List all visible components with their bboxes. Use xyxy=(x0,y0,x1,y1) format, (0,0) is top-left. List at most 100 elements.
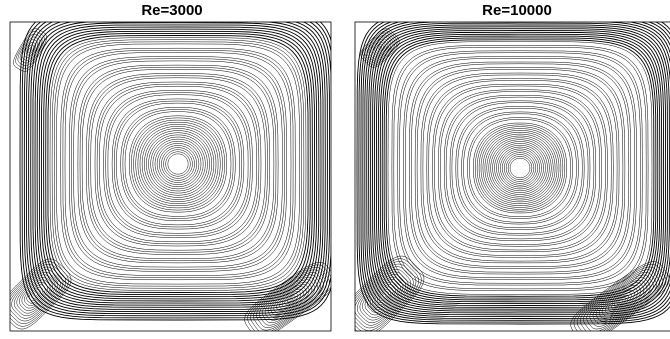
streamline xyxy=(154,140,202,188)
streamline xyxy=(34,22,322,306)
streamline xyxy=(376,44,384,52)
streamline xyxy=(383,37,657,299)
streamline xyxy=(116,102,240,226)
streamline xyxy=(507,156,533,180)
streamline xyxy=(455,106,585,230)
streamline xyxy=(451,102,589,234)
streamline xyxy=(580,269,660,331)
streamline xyxy=(124,111,232,217)
streamline xyxy=(463,113,577,223)
streamline xyxy=(428,80,612,256)
streamline xyxy=(364,276,404,316)
streamline xyxy=(165,151,191,177)
streamline xyxy=(409,61,631,275)
streamline xyxy=(457,107,583,229)
streamline xyxy=(19,22,331,321)
streamline xyxy=(148,134,208,194)
streamline xyxy=(368,36,392,60)
streamline xyxy=(366,34,394,62)
streamline xyxy=(250,267,330,331)
streamline xyxy=(611,294,629,310)
streamline xyxy=(270,284,310,316)
streamline xyxy=(484,133,556,203)
streamline xyxy=(372,26,668,310)
streamline xyxy=(504,152,537,184)
streamline xyxy=(373,28,667,308)
streamline xyxy=(259,274,321,326)
streamline xyxy=(19,36,41,64)
streamline xyxy=(592,279,648,325)
streamline xyxy=(576,266,664,331)
streamline xyxy=(90,77,266,251)
streamline xyxy=(276,288,304,312)
streamline xyxy=(368,22,670,314)
streamline xyxy=(10,258,72,330)
streamline xyxy=(370,38,390,58)
streamline xyxy=(36,24,320,304)
streamline xyxy=(570,261,670,331)
streamline xyxy=(370,24,670,312)
streamline xyxy=(21,279,51,309)
streamline xyxy=(360,28,400,68)
streamline xyxy=(476,126,564,210)
streamline xyxy=(367,279,401,313)
streamline xyxy=(359,271,409,321)
streamline xyxy=(15,31,45,69)
streamline xyxy=(375,30,665,306)
streamline xyxy=(364,32,396,64)
streamline xyxy=(146,132,210,196)
streamline xyxy=(480,130,560,206)
streamline xyxy=(129,115,227,213)
streamline xyxy=(494,143,546,193)
streamline xyxy=(362,30,398,66)
streamline xyxy=(374,286,394,306)
streamline xyxy=(287,297,293,303)
streamline xyxy=(73,60,283,268)
streamline xyxy=(360,22,670,321)
streamline xyxy=(56,43,300,285)
streamline xyxy=(414,67,626,269)
streamline xyxy=(45,32,311,296)
streamline xyxy=(362,274,406,318)
streamline xyxy=(449,100,591,236)
streamline xyxy=(77,64,279,264)
streamline xyxy=(411,63,630,273)
streamline xyxy=(355,266,414,326)
streamline xyxy=(583,272,657,331)
streamline xyxy=(369,281,399,311)
streamline xyxy=(105,92,251,236)
streamline xyxy=(598,285,642,319)
streamline xyxy=(111,98,245,230)
streamline xyxy=(372,40,388,56)
streamline xyxy=(482,132,558,205)
streamline xyxy=(17,33,43,67)
streamline xyxy=(438,89,602,247)
streamline-plot xyxy=(355,22,670,331)
streamline xyxy=(135,121,221,207)
streamline xyxy=(159,145,197,183)
streamline xyxy=(478,128,562,208)
streamline xyxy=(40,28,316,300)
streamline xyxy=(47,35,309,293)
streamline xyxy=(616,299,624,305)
streamline xyxy=(256,272,324,328)
streamline xyxy=(387,41,653,295)
streamline xyxy=(486,135,554,201)
streamline xyxy=(131,117,225,211)
streamline xyxy=(498,146,542,190)
streamline xyxy=(30,22,326,310)
streamline xyxy=(79,66,277,262)
streamline xyxy=(393,46,647,290)
streamline xyxy=(49,37,307,291)
streamline xyxy=(381,293,387,299)
streamline xyxy=(88,75,268,253)
streamline xyxy=(613,297,627,307)
streamline xyxy=(416,69,624,267)
streamline xyxy=(26,284,46,304)
streamline xyxy=(362,22,670,319)
streamline xyxy=(144,130,212,198)
streamline xyxy=(461,111,579,225)
streamline xyxy=(71,58,285,270)
streamline xyxy=(601,287,639,317)
streamline xyxy=(133,119,223,209)
